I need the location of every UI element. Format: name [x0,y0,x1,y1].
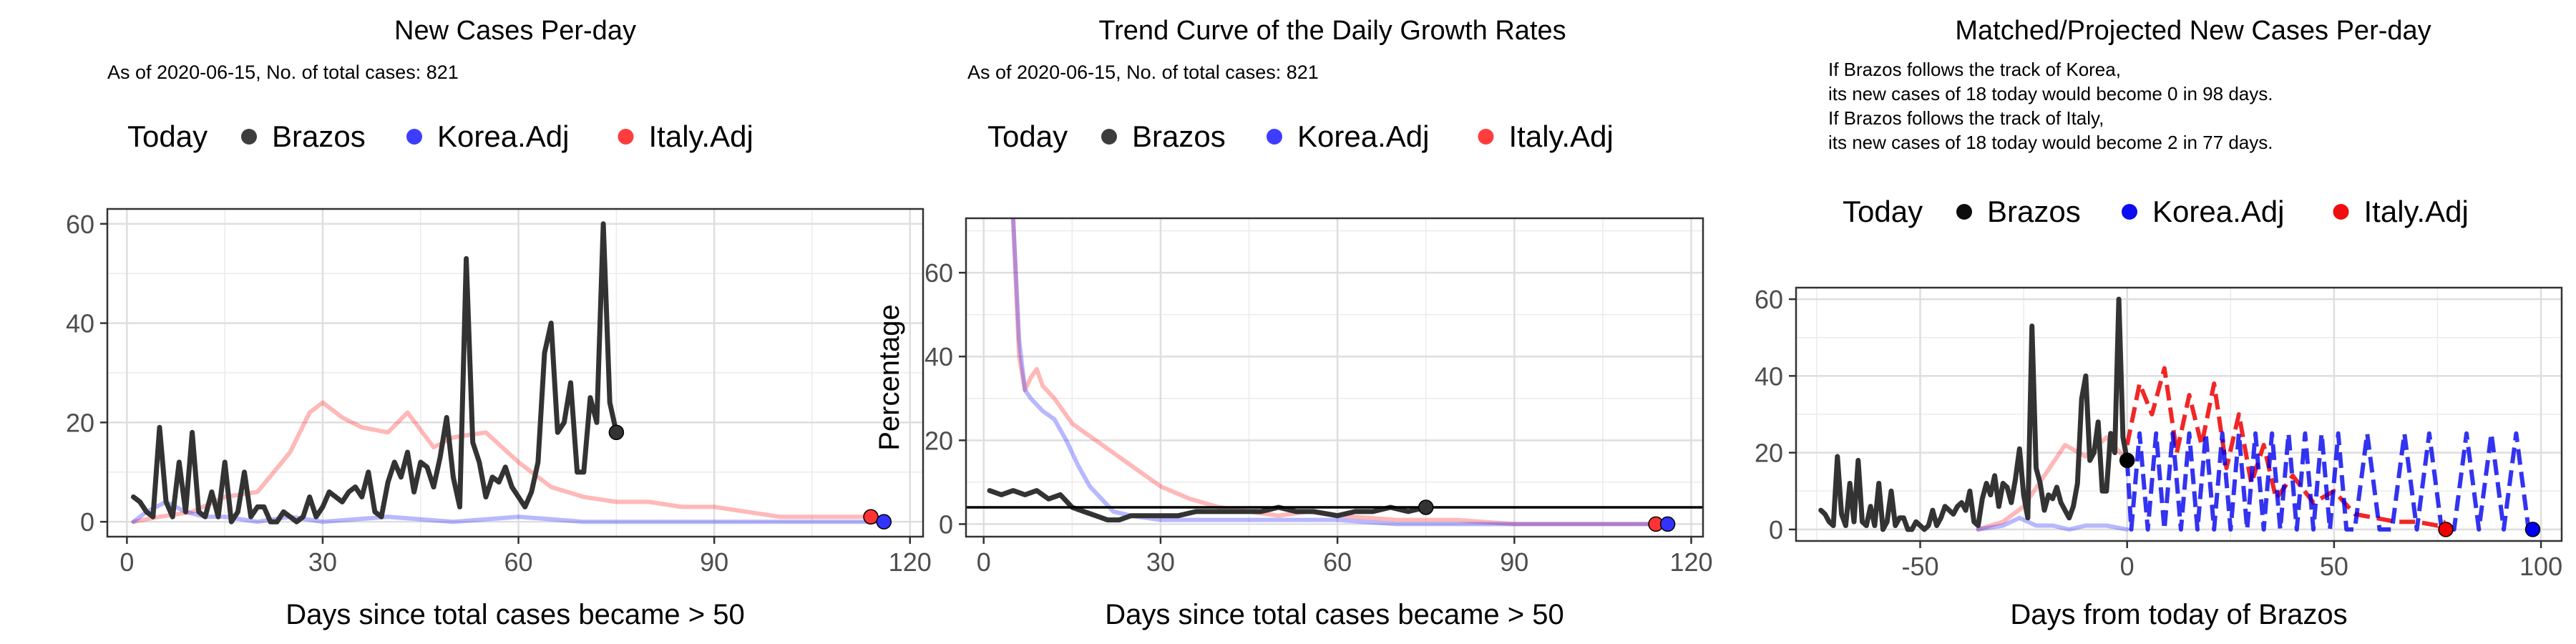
x-tick-label: 100 [2519,552,2562,581]
legend-label: Italy.Adj [2364,195,2469,228]
chart-subtitle-line: its new cases of 18 today would become 2… [1828,132,2273,153]
x-tick-label: 120 [889,547,932,577]
y-tick-label: 60 [66,210,94,239]
plot-border [1795,286,2563,542]
x-tick-label: 30 [1146,547,1175,577]
y-tick-label: 40 [924,342,953,371]
series-line-brazos [1818,296,2130,532]
chart-subtitle: As of 2020-06-15, No. of total cases: 82… [107,62,459,83]
legend-key-korea-adj [2122,204,2137,220]
y-tick-label: 40 [1755,361,1783,391]
y-axis-label: Percentage [874,304,905,451]
x-tick-label: 60 [504,547,533,577]
gridlines [966,218,1703,537]
x-tick-label: 60 [1323,547,1352,577]
x-tick-label: 30 [308,547,337,577]
endpoint-marker-korea-adj [1659,516,1676,532]
legend-label: Brazos [272,119,366,153]
legend-label: Korea.Adj [1297,119,1429,153]
y-tick-label: 20 [924,426,953,455]
x-tick-label: 90 [1500,547,1528,577]
legend-key-italy-adj [2333,204,2349,220]
legend-label: Korea.Adj [2152,195,2284,228]
endpoint-marker-brazos [2119,452,2135,469]
legend-key-brazos [1956,204,1972,220]
series-line-brazos [131,221,619,525]
legend-title: Today [127,119,208,153]
chart-title: New Cases Per-day [394,16,636,46]
series-line-brazos [987,488,1429,523]
x-tick-label: 50 [2320,552,2348,581]
legend-label: Brazos [1987,195,2081,228]
x-axis-label: Days since total cases became > 50 [286,599,744,630]
x-axis-label: Days since total cases became > 50 [1105,599,1563,630]
legend-key-brazos [1101,129,1117,145]
chart-title: Trend Curve of the Daily Growth Rates [1098,16,1566,46]
plot-area [966,218,1703,532]
y-tick-label: 0 [1769,515,1783,545]
x-tick-label: 0 [977,547,991,577]
legend-key-korea-adj [406,129,422,145]
endpoint-marker-korea-adj [876,514,892,530]
chart-subtitle-line: If Brazos follows the track of Korea, [1828,59,2121,80]
legend-key-italy-adj [1478,129,1494,145]
y-tick-label: 20 [66,408,94,437]
x-tick-label: -50 [1901,552,1938,581]
series-line-italy-adj-history- [1976,435,2129,532]
plot-area [1818,296,2541,537]
legend: Today Brazos Korea.Adj Italy.Adj [1843,195,2469,228]
chart-subtitle: As of 2020-06-15, No. of total cases: 82… [967,62,1319,83]
gridlines [107,209,923,537]
chart-title: Matched/Projected New Cases Per-day [1955,16,2431,46]
axes: -50 0 50 100 0 20 40 60 Days from today of Brazo… [1755,285,2562,630]
legend-title: Today [1843,195,1923,228]
endpoint-marker-italy-adj [863,509,879,525]
y-tick-label: 40 [66,309,94,338]
plot-background [966,218,1703,537]
legend-label: Italy.Adj [1509,119,1614,153]
chart-panel-3: Matched/Projected New Cases Per-day If Br… [1755,16,2563,630]
series-line-korea-adj [131,499,887,525]
legend-label: Italy.Adj [649,119,753,153]
endpoint-marker-brazos [608,424,625,441]
endpoint-marker-brazos [1418,499,1434,515]
legend: Today Brazos Korea.Adj Italy.Adj [987,119,1614,153]
x-axis-label: Days from today of Brazos [2010,599,2347,630]
y-tick-label: 20 [1755,439,1783,468]
series-line-korea-adj [1010,218,1670,527]
legend-label: Korea.Adj [437,119,569,153]
y-tick-label: 0 [939,509,953,539]
legend-label: Brazos [1132,119,1226,153]
plot-border [965,217,1704,538]
series-line-italy-adj [131,400,873,525]
y-tick-label: 60 [1755,285,1783,314]
chart-panel-2: Trend Curve of the Daily Growth Rates As … [874,16,1713,630]
legend: Today Brazos Korea.Adj Italy.Adj [127,119,753,153]
x-tick-label: 0 [2120,552,2135,581]
x-tick-label: 0 [119,547,134,577]
series-line-korea-adj-history- [1976,515,2129,532]
chart-subtitle-line: its new cases of 18 today would become 0… [1828,83,2273,104]
x-tick-label: 120 [1669,547,1712,577]
legend-key-italy-adj [618,129,634,145]
x-tick-label: 90 [700,547,728,577]
series-line-italy-adj [1010,218,1659,527]
chart-subtitle-line: If Brazos follows the track of Italy, [1828,107,2104,129]
legend-title: Today [987,119,1068,153]
y-tick-label: 0 [80,507,94,537]
endpoint-marker-italy-adj [2438,522,2454,537]
endpoint-marker-korea-adj [2524,522,2541,537]
axes: 0 30 60 90 120 0 20 40 60 Days since total cases … [66,210,932,630]
chart-panel-1: New Cases Per-day As of 2020-06-15, No. o… [66,16,932,630]
legend-key-korea-adj [1267,129,1282,145]
plot-border [106,208,924,538]
y-tick-label: 60 [924,258,953,288]
plot-area [131,221,892,530]
legend-key-brazos [241,129,257,145]
